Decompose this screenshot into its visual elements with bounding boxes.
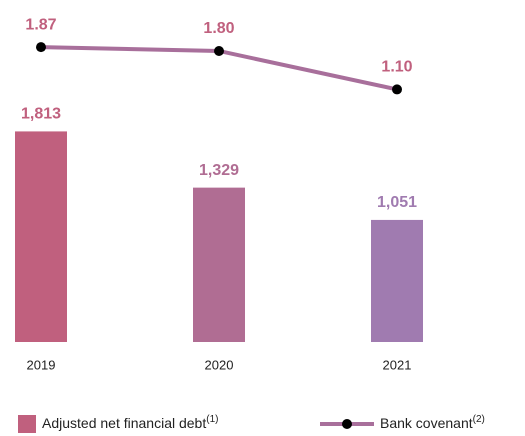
bar bbox=[371, 219, 423, 342]
legend-swatch bbox=[18, 415, 36, 433]
value-label: 1.87 bbox=[25, 16, 56, 33]
legend-text: Adjusted net financial debt bbox=[42, 415, 206, 431]
legend-footnote: (2) bbox=[473, 414, 485, 425]
x-tick-label: 2021 bbox=[383, 357, 412, 372]
legend-marker bbox=[342, 419, 352, 429]
line-marker bbox=[36, 42, 46, 53]
value-label: 1.10 bbox=[381, 59, 412, 76]
legend-item: Adjusted net financial debt(1) bbox=[18, 414, 218, 433]
legend-item: Bank covenant(2) bbox=[320, 414, 485, 431]
bar bbox=[15, 131, 67, 342]
line-marker bbox=[392, 84, 402, 95]
x-tick-label: 2019 bbox=[27, 357, 56, 372]
line-marker bbox=[214, 45, 224, 56]
bar bbox=[193, 187, 245, 342]
legend-text: Bank covenant bbox=[380, 415, 473, 431]
legend-footnote: (1) bbox=[206, 414, 218, 425]
value-label: 1,329 bbox=[199, 162, 239, 179]
value-label: 1,051 bbox=[377, 194, 417, 211]
legend-label: Adjusted net financial debt(1) bbox=[42, 414, 218, 431]
legend-label: Bank covenant(2) bbox=[380, 414, 485, 431]
value-label: 1,813 bbox=[21, 106, 61, 123]
value-label: 1.80 bbox=[203, 20, 234, 37]
x-tick-label: 2020 bbox=[205, 357, 234, 372]
